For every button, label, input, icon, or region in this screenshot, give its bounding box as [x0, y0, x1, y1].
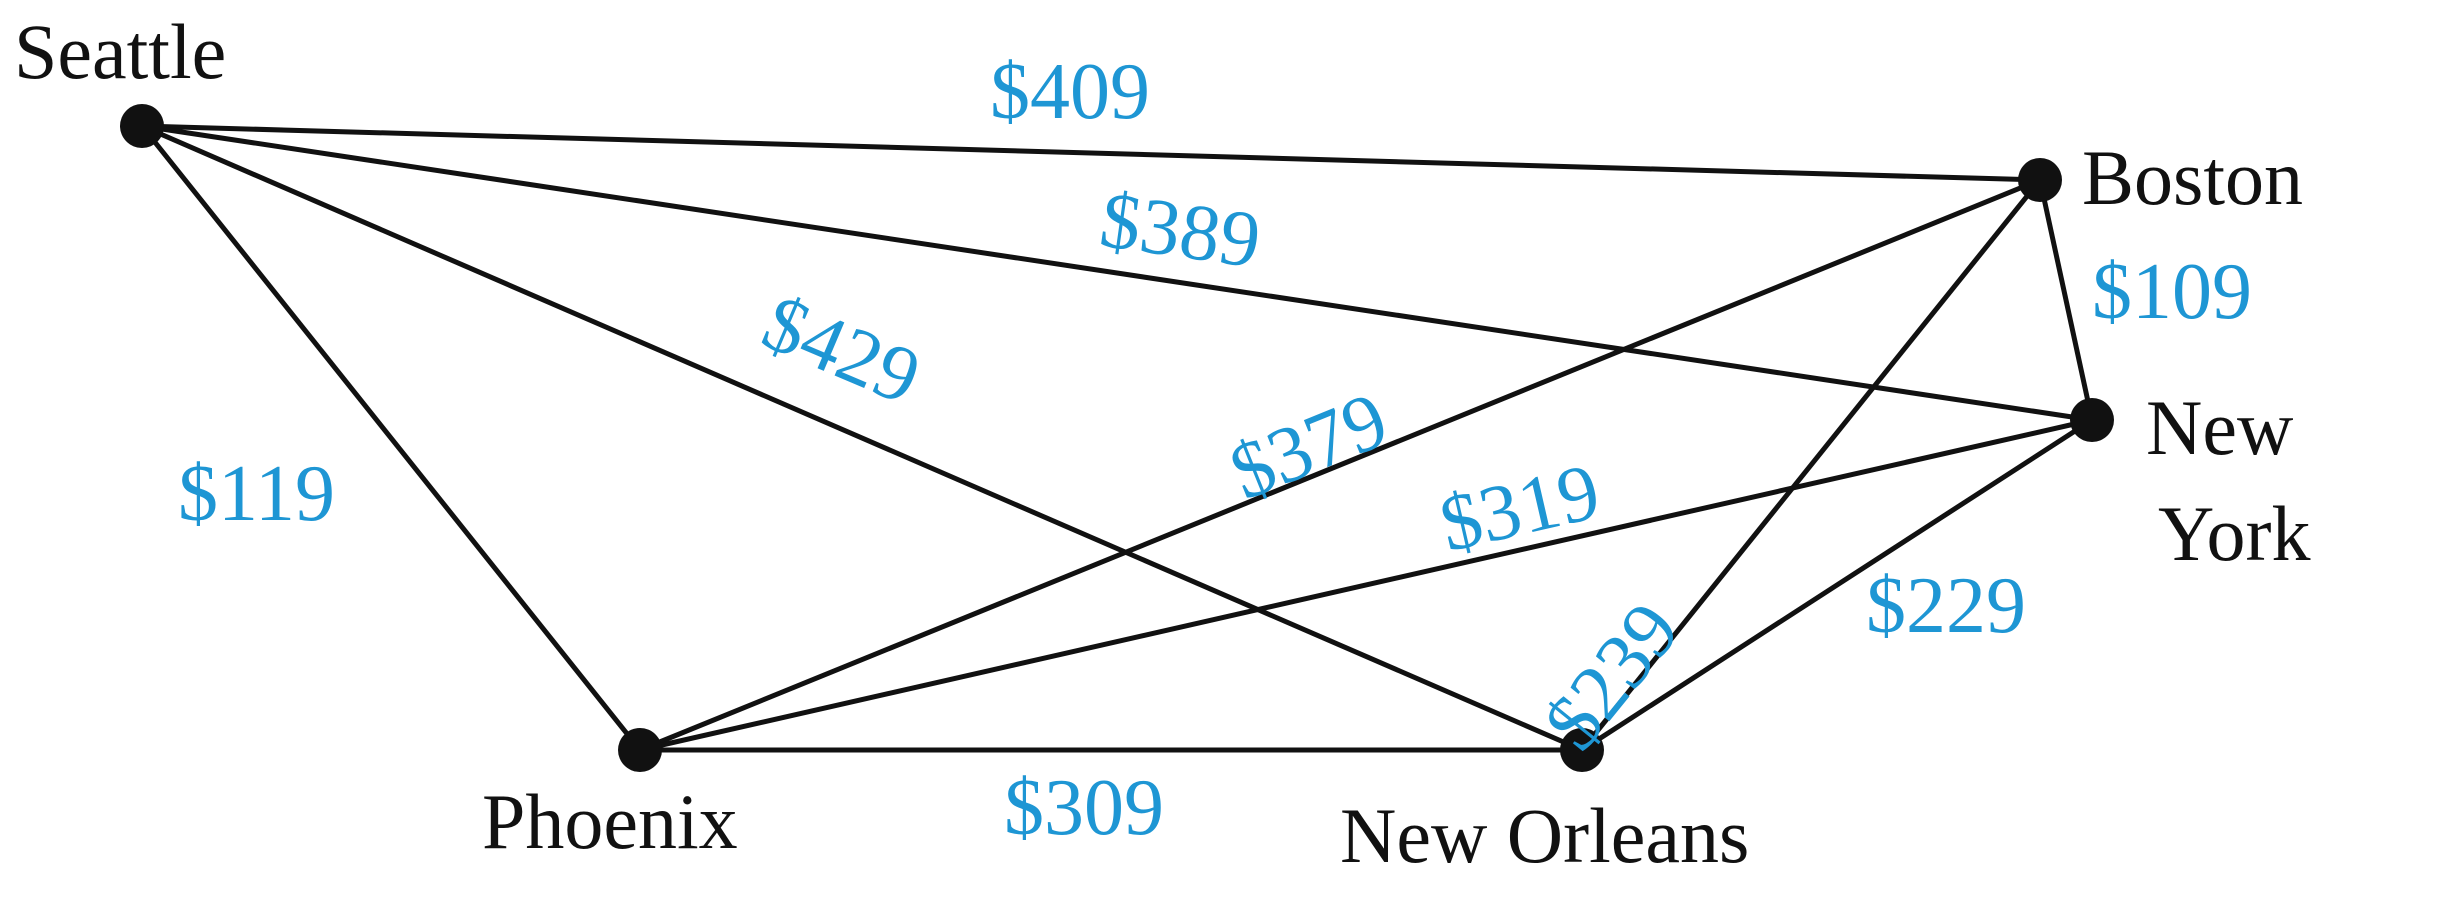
node-boston — [2018, 158, 2062, 202]
node-neworleans — [1560, 728, 1604, 772]
city-label-newyork-line1: New — [2146, 384, 2293, 471]
cost-label-seattle-boston: $409 — [990, 48, 1150, 136]
edge-newyork-neworleans — [1580, 417, 2094, 753]
city-label-boston: Boston — [2082, 134, 2303, 221]
cost-label-newyork-neworleans: $229 — [1866, 562, 2026, 650]
city-label-newyork-line2: York — [2158, 490, 2311, 577]
edge-seattle-newyork — [141, 123, 2093, 423]
node-seattle — [120, 104, 164, 148]
edge-newyork-phoenix — [639, 417, 2093, 753]
edge-seattle-boston — [141, 123, 2041, 183]
city-label-neworleans: New Orleans — [1340, 792, 1749, 879]
cost-label-seattle-phoenix: $119 — [178, 450, 335, 538]
node-newyork — [2070, 398, 2114, 442]
edge-seattle-neworleans — [141, 123, 1583, 753]
cost-label-seattle-newyork: $389 — [1095, 176, 1266, 285]
edge-boston-newyork — [2037, 179, 2095, 421]
edge-boston-neworleans — [1580, 178, 2042, 752]
cost-label-phoenix-neworleans: $309 — [1004, 764, 1164, 852]
city-label-seattle: Seattle — [14, 8, 226, 95]
edge-boston-phoenix — [639, 177, 2041, 753]
edge-seattle-phoenix — [140, 124, 642, 752]
cost-label-boston-newyork: $109 — [2092, 248, 2252, 336]
cost-label-newyork-phoenix: $319 — [1432, 447, 1608, 569]
node-phoenix — [618, 728, 662, 772]
cost-label-boston-phoenix: $379 — [1218, 376, 1399, 518]
city-label-phoenix: Phoenix — [482, 778, 738, 865]
